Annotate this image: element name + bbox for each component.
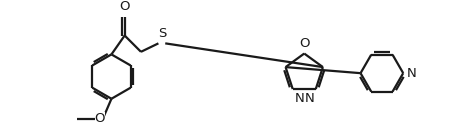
Text: O: O	[119, 0, 130, 13]
Text: O: O	[299, 37, 310, 50]
Text: N: N	[406, 67, 416, 80]
Text: N: N	[304, 92, 314, 105]
Text: O: O	[95, 112, 105, 125]
Text: N: N	[295, 92, 304, 105]
Text: S: S	[158, 27, 166, 40]
